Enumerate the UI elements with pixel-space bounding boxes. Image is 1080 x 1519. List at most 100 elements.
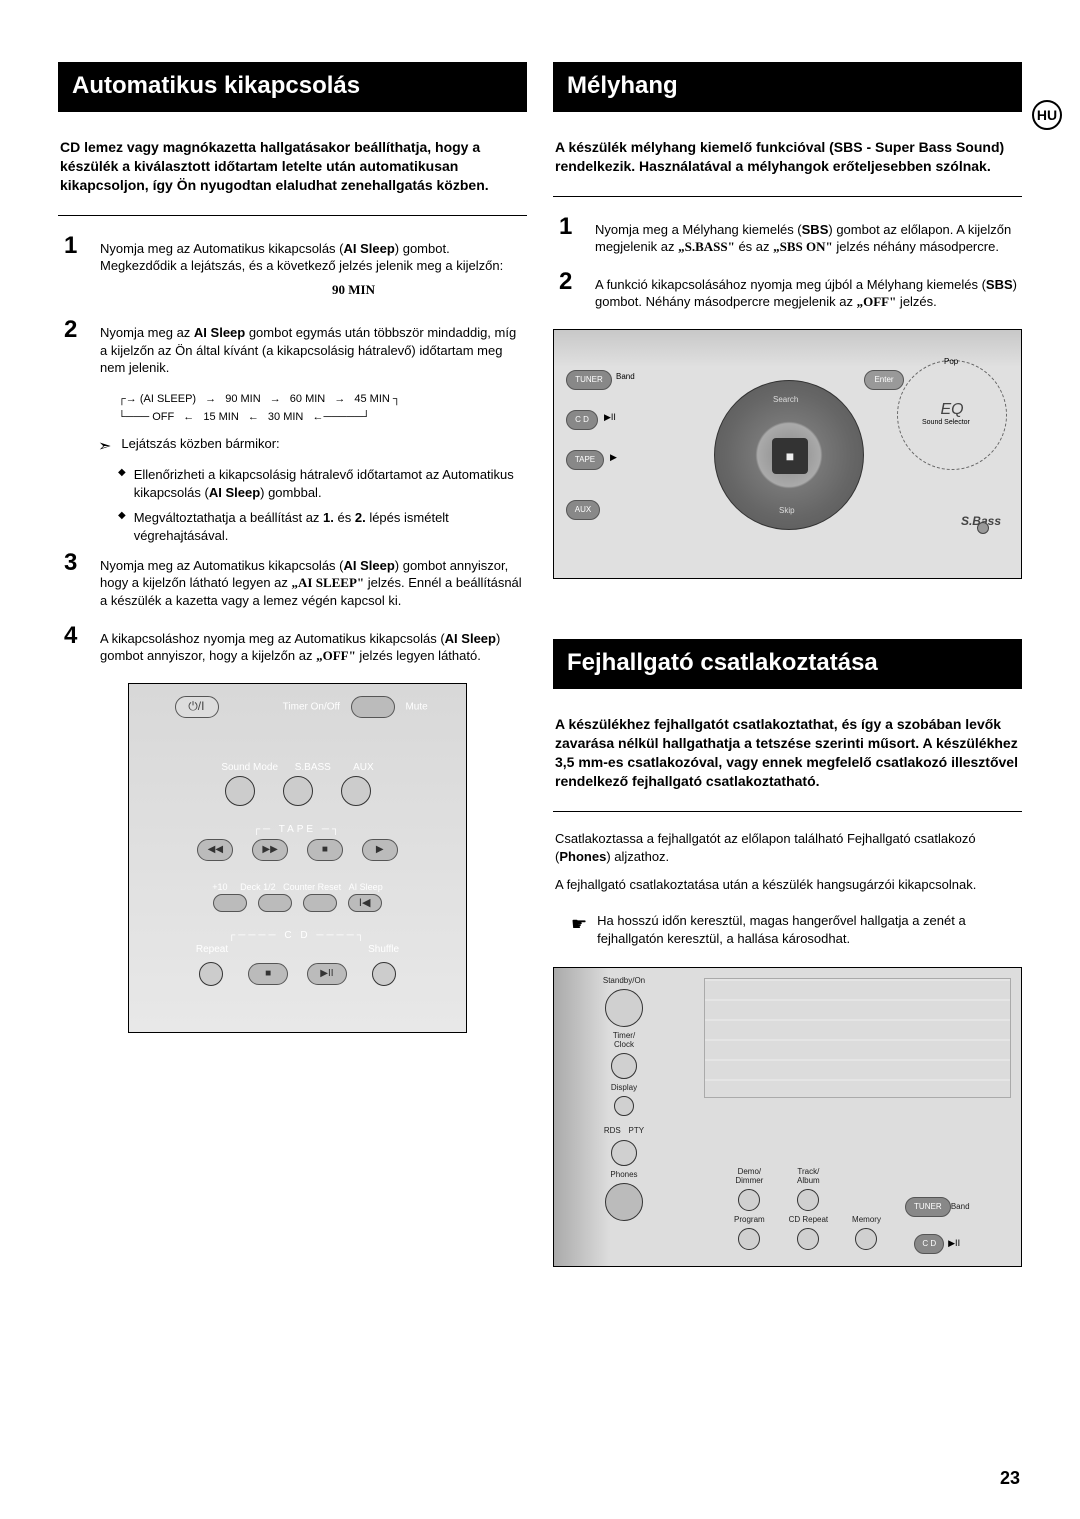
text: Ha hosszú időn keresztül, magas hangerőv… [597,912,1022,947]
text-serif: „S.BASS" [678,239,735,254]
counter-button [303,894,337,912]
label: Sound Mode [221,762,278,773]
step-4: 4 A kikapcsoláshoz nyomja meg az Automat… [58,624,527,665]
text-bold: SBS [802,222,829,237]
text-serif: „SBS ON" [773,239,833,254]
tuner-button: TUNER [905,1197,951,1217]
step-3: 3 Nyomja meg az Automatikus kikapcsolás … [58,551,527,610]
language-tag: HU [1032,100,1062,130]
jog-wheel: ■ Search Skip [714,380,864,530]
label: Shuffle [368,944,399,955]
label: S.BASS [295,762,331,773]
cd-stop-button: ■ [248,963,288,985]
label: Skip [779,506,795,515]
display-button [614,1096,634,1116]
divider [58,215,527,216]
label: Timer On/Off [283,701,340,712]
step-1: 1 Nyomja meg az Automatikus kikapcsolás … [58,234,527,305]
text-bold: AI Sleep [194,325,245,340]
play-button: ▶ [362,839,398,861]
eq-selector: Pop EQ Sound Selector [897,360,1007,470]
sound-mode-button [225,776,255,806]
text: Nyomja meg az [100,325,194,340]
page-number: 23 [1000,1468,1020,1489]
label: Pop [944,357,958,366]
cdrepeat-button [797,1228,819,1250]
rew-button: ◀◀ [197,839,233,861]
label: Band [951,1202,970,1211]
text-serif: „AI SLEEP" [292,575,365,590]
warning-note: ☛ Ha hosszú időn keresztül, magas hanger… [571,912,1022,947]
label: C D [284,930,310,941]
intro-headphone: A készülékhez fejhallgatót csatlakoztath… [553,715,1022,799]
label: PTY [629,1126,645,1135]
note-playback: ➣ Lejátszás közben bármikor: [98,436,527,456]
repeat-button [199,962,223,986]
standby-button [605,989,643,1027]
cassette-door [704,978,1011,1098]
label: Band [616,372,635,381]
sbass-button [977,522,989,534]
tuner-button: TUNER [566,370,612,390]
label: Mute [405,701,427,712]
bass-step-2: 2 A funkció kikapcsolásához nyomja meg ú… [553,270,1022,311]
tape-button: TAPE [566,450,604,470]
pty-button [611,1140,637,1166]
cd-play-button: ▶II [307,963,347,985]
track-button [797,1189,819,1211]
label: Track/ Album [789,1167,829,1185]
intro-auto-off: CD lemez vagy magnókazetta hallgatásakor… [58,138,527,203]
text-bold: AI Sleep [209,485,260,500]
text-serif: „OFF" [857,294,897,309]
memory-button [855,1228,877,1250]
text: jelzés legyen látható. [356,648,481,663]
step-2: 2 Nyomja meg az AI Sleep gombot egymás u… [58,318,527,377]
cd-button: C D [566,410,598,430]
demo-button [738,1189,760,1211]
label: Display [564,1083,684,1092]
divider [553,811,1022,812]
enter-button: Enter [864,370,904,390]
remote-illustration: ⏻/I Timer On/Off Mute Sound Mode S.BASS … [128,683,467,1033]
text: Nyomja meg az Automatikus kikapcsolás ( [100,241,343,256]
phones-jack [605,1183,643,1221]
label: Counter Reset [283,882,341,892]
step-number: 3 [64,551,86,610]
label: CD Repeat [789,1215,829,1224]
text-bold: SBS [986,277,1013,292]
bass-step-1: 1 Nyomja meg a Mélyhang kiemelés (SBS) g… [553,215,1022,256]
eq-label: EQ [898,401,1006,419]
hand-icon: ☛ [571,912,587,947]
text: és [334,510,355,525]
label: Deck 1/2 [240,882,276,892]
text: jelzés néhány másodpercre. [833,239,999,254]
label: AUX [353,762,374,773]
left-column: Automatikus kikapcsolás CD lemez vagy ma… [58,62,527,1267]
label: Program [734,1215,765,1224]
diamond-icon: ◆ [118,466,126,502]
deck-button [258,894,292,912]
aux-button [341,776,371,806]
section-title-headphone: Fejhallgató csatlakoztatása [553,639,1022,689]
step-number: 4 [64,624,86,665]
text: Ellenőrizheti a kikapcsolásig hátralevő … [134,467,514,500]
power-button: ⏻/I [175,696,219,718]
label: Phones [564,1170,684,1179]
stop-button: ■ [772,438,808,474]
label: RDS [604,1126,621,1135]
step-number: 1 [64,234,86,305]
program-button [738,1228,760,1250]
text: Lejátszás közben bármikor: [121,436,279,456]
text-bold: 1. [323,510,334,525]
timer-button [351,696,395,718]
front-panel-2-illustration: Standby/On Timer/ Clock Display RDS PTY … [553,967,1022,1267]
right-column: Mélyhang A készülék mélyhang kiemelő fun… [553,62,1022,1267]
triangle-icon: ➣ [98,436,111,456]
text: jelzés. [896,294,936,309]
text: ) gombbal. [260,485,321,500]
text-bold: AI Sleep [445,631,496,646]
text-bold: 2. [355,510,366,525]
sbass-button [283,776,313,806]
label: Search [773,395,798,404]
ff-button: ▶▶ [252,839,288,861]
